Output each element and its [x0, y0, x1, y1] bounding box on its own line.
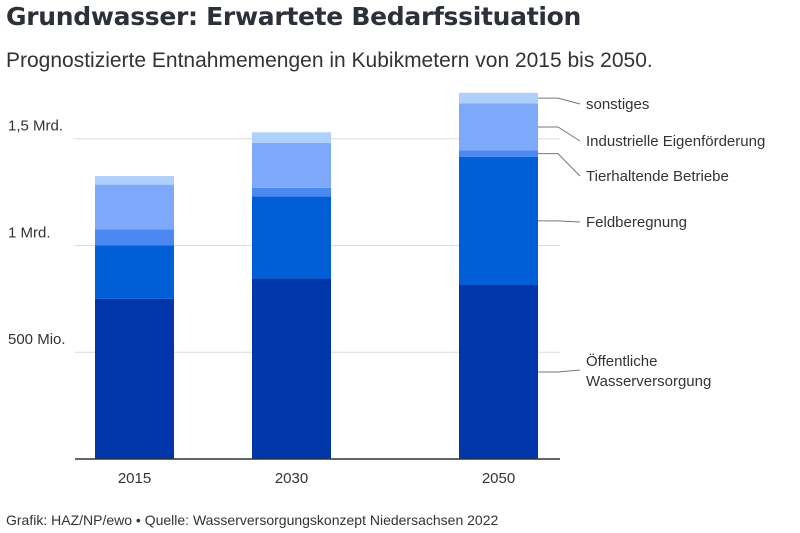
legend-leader-line — [538, 153, 581, 177]
legend-label: Tierhaltende Betriebe — [586, 168, 729, 185]
bar-segment — [95, 298, 174, 459]
legend-leader-line — [538, 126, 581, 142]
source-note: Grafik: HAZ/NP/ewo • Quelle: Wasserverso… — [6, 512, 499, 528]
bar-segment — [459, 103, 538, 151]
bar-segment — [95, 184, 174, 230]
legend-label: Feldberegnung — [586, 214, 687, 231]
bar-segment — [252, 196, 331, 279]
x-tick-label: 2015 — [118, 470, 151, 487]
y-tick-label: 500 Mio. — [8, 331, 66, 348]
bar-segment — [459, 92, 538, 104]
bar-segment — [95, 245, 174, 299]
bar-segment — [252, 132, 331, 143]
chart-title: Grundwasser: Erwartete Bedarfssituation — [6, 2, 581, 31]
bar-segment — [252, 278, 331, 459]
bars — [95, 92, 538, 459]
x-tick-label: 2050 — [482, 470, 515, 487]
bar-segment — [459, 156, 538, 285]
y-tick-label: 1,5 Mrd. — [8, 118, 63, 135]
bar-segment — [459, 284, 538, 459]
axes: 500 Mio. 1 Mrd. 1,5 Mrd. 2015 2030 2050 — [8, 118, 560, 487]
legend-leader-line — [538, 369, 581, 373]
legend-label: Öffentliche Wasserversorgung — [586, 352, 711, 390]
x-tick-label: 2030 — [275, 470, 308, 487]
bar-segment — [252, 142, 331, 188]
legend-leader-line — [538, 97, 581, 105]
bar-segment — [459, 150, 538, 157]
legend-label: sonstiges — [586, 96, 649, 113]
chart-subtitle: Prognostizierte Entnahmemengen in Kubikm… — [6, 49, 653, 72]
bar-segment — [95, 176, 174, 185]
legend-leader-line — [538, 220, 581, 223]
legend: Öffentliche Wasserversorgung Feldberegnung… — [538, 96, 765, 390]
bar-segment — [252, 187, 331, 197]
legend-label: Industrielle Eigenförderung — [586, 133, 765, 150]
bar-segment — [95, 229, 174, 246]
y-tick-label: 1 Mrd. — [8, 224, 51, 241]
